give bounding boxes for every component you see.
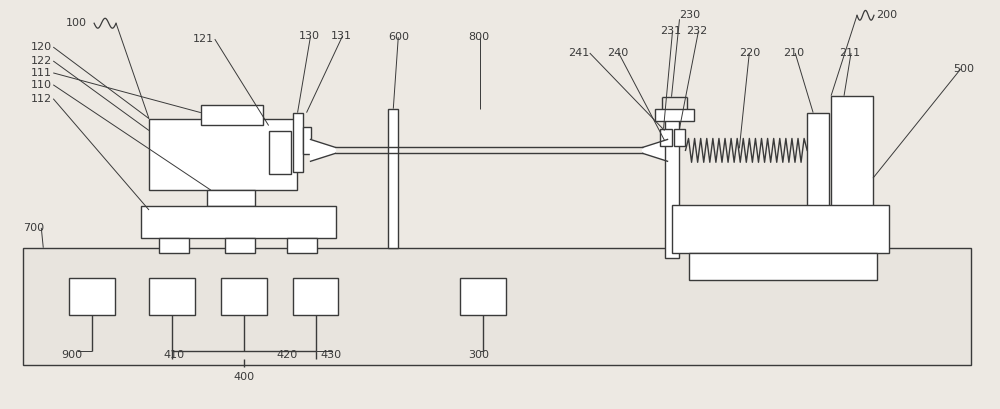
Text: 120: 120 <box>31 42 52 52</box>
Bar <box>689 253 877 281</box>
Text: 800: 800 <box>468 32 489 42</box>
Text: 130: 130 <box>299 31 320 41</box>
Text: 230: 230 <box>680 10 701 20</box>
Text: 100: 100 <box>66 18 87 28</box>
Text: 700: 700 <box>23 223 44 233</box>
Text: 200: 200 <box>876 10 897 20</box>
Bar <box>23 248 971 365</box>
Text: 300: 300 <box>468 350 489 360</box>
Bar <box>660 128 672 146</box>
Bar <box>831 96 873 258</box>
Text: 122: 122 <box>31 56 53 66</box>
Bar <box>201 105 263 125</box>
Text: 210: 210 <box>783 48 804 58</box>
Bar <box>287 238 317 253</box>
Text: 430: 430 <box>320 350 342 360</box>
Bar <box>665 111 679 258</box>
Bar <box>674 128 685 146</box>
Text: 600: 600 <box>388 32 409 42</box>
Bar <box>655 109 694 121</box>
Text: 400: 400 <box>233 372 254 382</box>
Bar <box>207 190 255 206</box>
Text: 420: 420 <box>277 350 298 360</box>
Bar <box>672 205 889 253</box>
Text: 232: 232 <box>686 26 708 36</box>
Text: 110: 110 <box>31 80 52 90</box>
Bar <box>807 112 829 207</box>
Text: 211: 211 <box>839 48 860 58</box>
Polygon shape <box>643 139 668 161</box>
Bar <box>388 109 398 248</box>
Bar <box>149 277 195 315</box>
Text: 241: 241 <box>568 48 589 58</box>
Bar <box>141 206 336 238</box>
Bar <box>159 238 189 253</box>
Text: 410: 410 <box>163 350 184 360</box>
Bar <box>460 277 506 315</box>
Bar <box>221 277 267 315</box>
Text: 121: 121 <box>193 34 214 44</box>
Text: 220: 220 <box>739 48 761 58</box>
Bar <box>303 126 311 154</box>
Polygon shape <box>311 139 335 161</box>
Bar <box>149 119 297 190</box>
Text: 500: 500 <box>953 64 974 74</box>
Bar <box>293 112 303 172</box>
Text: 131: 131 <box>330 31 351 41</box>
Bar <box>225 238 255 253</box>
Text: 900: 900 <box>61 350 82 360</box>
Bar <box>69 277 115 315</box>
Bar <box>293 277 338 315</box>
Text: 231: 231 <box>661 26 682 36</box>
Text: 112: 112 <box>31 94 52 104</box>
Text: 111: 111 <box>31 68 52 78</box>
Bar <box>269 130 291 174</box>
Text: 240: 240 <box>607 48 628 58</box>
